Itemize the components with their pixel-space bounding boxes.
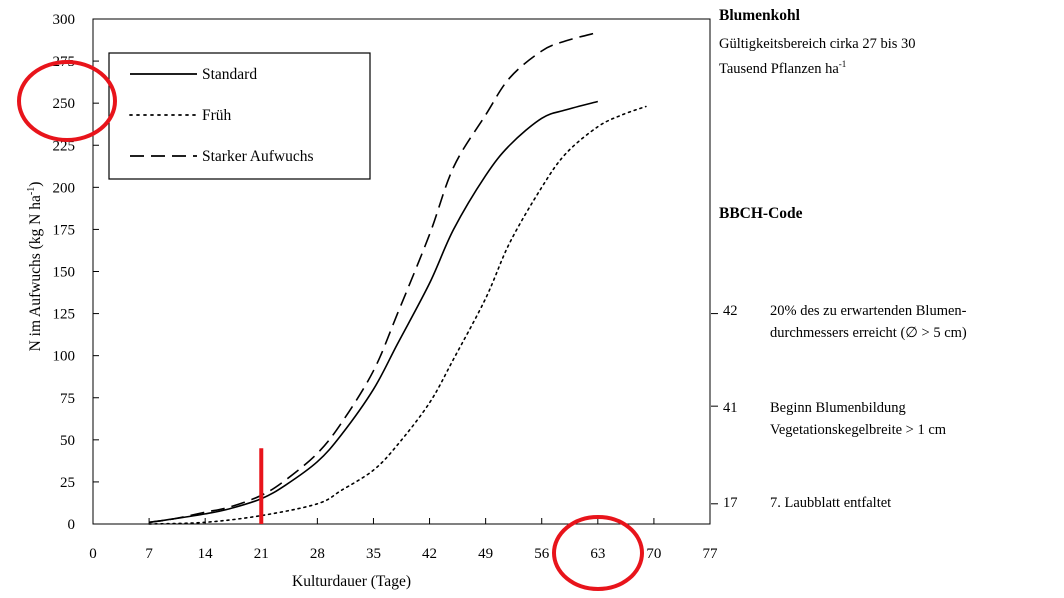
x-tick-label: 70 [646,546,661,562]
legend-label: Starker Aufwuchs [202,148,314,165]
series-line-standard [148,100,599,524]
y-tick-label: 100 [53,349,76,365]
series-layer [148,31,647,525]
side-validity-line1: Gültigkeitsbereich cirka 27 bis 30 [719,36,916,52]
y-tick-label: 175 [53,222,76,238]
x-tick-label: 28 [310,546,325,562]
y-axis-label: N im Aufwuchs (kg N ha-1) [26,182,44,352]
y-tick-label: 50 [60,433,75,449]
y-tick-label: 75 [60,391,75,407]
red-circle-250 [17,60,117,142]
bbch-code: 42 [723,303,738,319]
y-tick-label: 225 [53,138,76,154]
y-tick-label: 150 [53,265,76,281]
x-tick-label: 56 [534,546,550,562]
side-validity-line2: Tausend Pflanzen ha-1 [719,59,847,77]
red-circle-63 [552,515,644,591]
x-tick-label: 14 [198,546,214,562]
series-line-starker-aufwuchs [148,31,599,524]
legend-label: Früh [202,107,232,124]
y-tick-label: 0 [68,517,76,533]
x-tick-label: 49 [478,546,493,562]
y-tick-label: 200 [53,180,76,196]
series-line-frueh [148,105,647,525]
x-tick-label: 7 [145,546,153,562]
bbch-desc: 20% des zu erwartenden Blumen-durchmesse… [770,303,967,342]
side-title: Blumenkohl [719,7,800,24]
bbch-desc: 7. Laubblatt entfaltet [770,495,892,511]
x-tick-label: 35 [366,546,381,562]
y-tick-label: 125 [53,307,76,323]
legend-label: Standard [202,66,257,83]
x-tick-label: 21 [254,546,269,562]
x-tick-label: 63 [590,546,605,562]
x-tick-label: 77 [703,546,719,562]
annotations [17,60,644,591]
bbch-desc: Beginn Blumenbildung Vegetationskegelbrei… [770,400,947,439]
x-tick-label: 0 [89,546,97,562]
y-tick-label: 300 [53,12,76,28]
bbch-code: 41 [723,400,738,416]
x-axis-label: Kulturdauer (Tage) [292,573,411,590]
bbch-code: 17 [723,495,738,511]
legend: Standard Früh Starker Aufwuchs [108,52,371,180]
y-tick-label: 25 [60,475,75,491]
x-tick-label: 42 [422,546,437,562]
bbch-title: BBCH-Code [719,205,803,222]
y-tick-label: 250 [53,96,76,112]
